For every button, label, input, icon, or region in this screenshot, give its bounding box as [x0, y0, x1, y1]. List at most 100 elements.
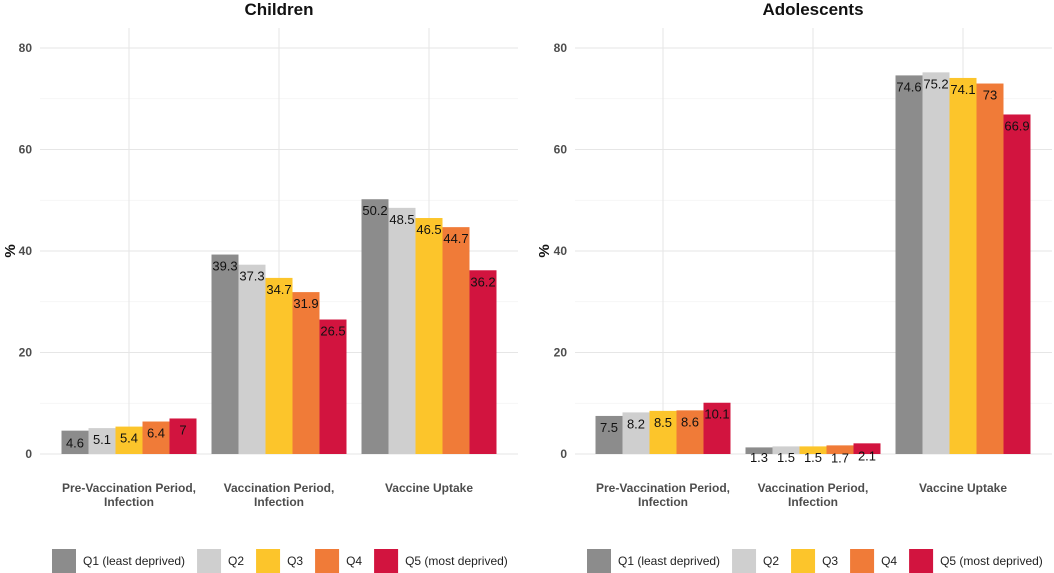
data-label-q2-cat2: 1.5	[777, 450, 795, 465]
bar-q1-cat1	[61, 430, 89, 454]
y-tick-label: 0	[25, 447, 32, 461]
data-label-q2-cat3: 75.2	[923, 76, 948, 91]
data-label-q4-cat1: 6.4	[147, 426, 165, 441]
data-label-q1-cat3: 74.6	[896, 79, 921, 94]
bar-q5-cat2	[319, 319, 347, 454]
legend-swatch-q2	[732, 549, 757, 573]
data-label-q4-cat3: 44.7	[443, 231, 468, 246]
bar-q1-cat1	[595, 415, 623, 454]
bar-q5-cat2	[853, 443, 881, 454]
y-tick-label: 20	[19, 346, 33, 360]
bar-q1-cat2	[745, 447, 773, 454]
bar-q5-cat3	[1003, 114, 1031, 455]
data-label-q5-cat1: 10.1	[704, 407, 729, 422]
y-tick-label: 40	[554, 244, 568, 258]
x-tick-label: Vaccination Period, Infection	[758, 481, 869, 509]
data-label-q1-cat2: 1.3	[750, 450, 768, 465]
legend-swatch-q4	[315, 549, 340, 573]
bar-q4-cat1	[676, 410, 704, 454]
bar-q5-cat3	[469, 270, 497, 454]
data-label-q3-cat2: 34.7	[266, 282, 291, 297]
x-tick-label-line: Vaccine Uptake	[919, 481, 1007, 495]
bar-q1-cat2	[211, 254, 239, 454]
x-tick-label: Vaccine Uptake	[919, 481, 1007, 495]
bar-q3-cat3	[415, 218, 443, 454]
legend-label-q1: Q1 (least deprived)	[83, 554, 185, 568]
data-label-q4-cat3: 73	[983, 88, 997, 103]
data-label-q5-cat3: 36.2	[470, 274, 495, 289]
data-label-q1-cat3: 50.2	[362, 203, 387, 218]
data-label-q3-cat3: 74.1	[950, 82, 975, 97]
x-tick-label-line: Vaccination Period,	[758, 481, 869, 495]
x-tick-label-line: Pre-Vaccination Period,	[62, 481, 196, 495]
bar-q2-cat3	[388, 207, 416, 454]
bar-q3-cat2	[799, 446, 827, 454]
data-label-q2-cat1: 8.2	[627, 416, 645, 431]
x-tick-label-line: Infection	[788, 495, 838, 509]
y-tick-label: 80	[554, 41, 568, 55]
bar-q2-cat3	[922, 72, 950, 455]
chart-title: Children	[245, 0, 314, 19]
legend-swatch-q1	[587, 549, 611, 573]
bar-q5-cat1	[703, 402, 731, 454]
data-label-q4-cat2: 31.9	[293, 296, 318, 311]
data-label-q2-cat1: 5.1	[93, 432, 111, 447]
legend: Q1 (least deprived) Q2 Q3 Q4 Q5 (most depriv…	[587, 549, 1043, 573]
y-tick-label: 20	[554, 346, 568, 360]
legend-label-q3: Q3	[287, 554, 303, 568]
y-tick-label: 40	[19, 244, 33, 258]
bar-q4-cat2	[826, 445, 854, 454]
data-label-q3-cat1: 8.5	[654, 415, 672, 430]
bar-q2-cat2	[772, 446, 800, 454]
x-tick-label-line: Infection	[254, 495, 304, 509]
x-tick-label-line: Infection	[638, 495, 688, 509]
chart-panel-children: Children 0 20 40 60 80% 4.6 5.1 5.4 6.4 7 Pre-Vacci…	[2, 0, 518, 573]
bar-q4-cat3	[976, 83, 1004, 455]
bar-q3-cat1	[649, 410, 677, 454]
bar-q4-cat3	[442, 227, 470, 454]
bar-q4-cat2	[292, 292, 320, 454]
legend-swatch-q4	[850, 549, 875, 573]
data-label-q4-cat2: 1.7	[831, 450, 849, 465]
legend-swatch-q3	[256, 549, 281, 573]
legend-label-q1: Q1 (least deprived)	[618, 554, 720, 568]
legend-label-q2: Q2	[228, 554, 244, 568]
data-label-q3-cat3: 46.5	[416, 222, 441, 237]
legend-swatch-q3	[791, 549, 816, 573]
data-label-q5-cat3: 66.9	[1004, 118, 1029, 133]
legend: Q1 (least deprived) Q2 Q3 Q4 Q5 (most depriv…	[52, 549, 508, 573]
bar-q5-cat1	[169, 418, 197, 454]
x-tick-label-line: Infection	[104, 495, 154, 509]
data-label-q2-cat3: 48.5	[389, 212, 414, 227]
bar-q3-cat1	[115, 426, 143, 454]
y-tick-label: 60	[19, 143, 33, 157]
x-tick-label: Pre-Vaccination Period, Infection	[596, 481, 730, 509]
data-label-q1-cat2: 39.3	[212, 259, 237, 274]
data-label-q4-cat1: 8.6	[681, 414, 699, 429]
x-tick-label: Vaccination Period, Infection	[224, 481, 335, 509]
bar-q1-cat3	[895, 75, 923, 454]
legend-swatch-q1	[52, 549, 76, 573]
chart-title: Adolescents	[762, 0, 863, 19]
y-tick-label: 60	[554, 143, 568, 157]
bar-q3-cat2	[265, 277, 293, 454]
legend-swatch-q5	[374, 549, 399, 573]
x-tick-label: Pre-Vaccination Period, Infection	[62, 481, 196, 509]
legend-label-q5: Q5 (most deprived)	[405, 554, 508, 568]
x-tick-label-line: Pre-Vaccination Period,	[596, 481, 730, 495]
data-label-q3-cat1: 5.4	[120, 431, 138, 446]
data-label-q1-cat1: 7.5	[600, 420, 618, 435]
y-axis-label: %	[2, 244, 19, 257]
bar-q1-cat3	[361, 199, 389, 454]
y-axis-label: %	[536, 244, 553, 257]
bar-q2-cat1	[88, 428, 116, 454]
data-label-q5-cat2: 26.5	[320, 324, 345, 339]
x-tick-label-line: Vaccine Uptake	[385, 481, 473, 495]
bar-q3-cat3	[949, 77, 977, 454]
data-label-q5-cat2: 2.1	[858, 448, 876, 463]
legend-label-q5: Q5 (most deprived)	[940, 554, 1043, 568]
legend-swatch-q5	[909, 549, 934, 573]
data-label-q5-cat1: 7	[179, 422, 186, 437]
